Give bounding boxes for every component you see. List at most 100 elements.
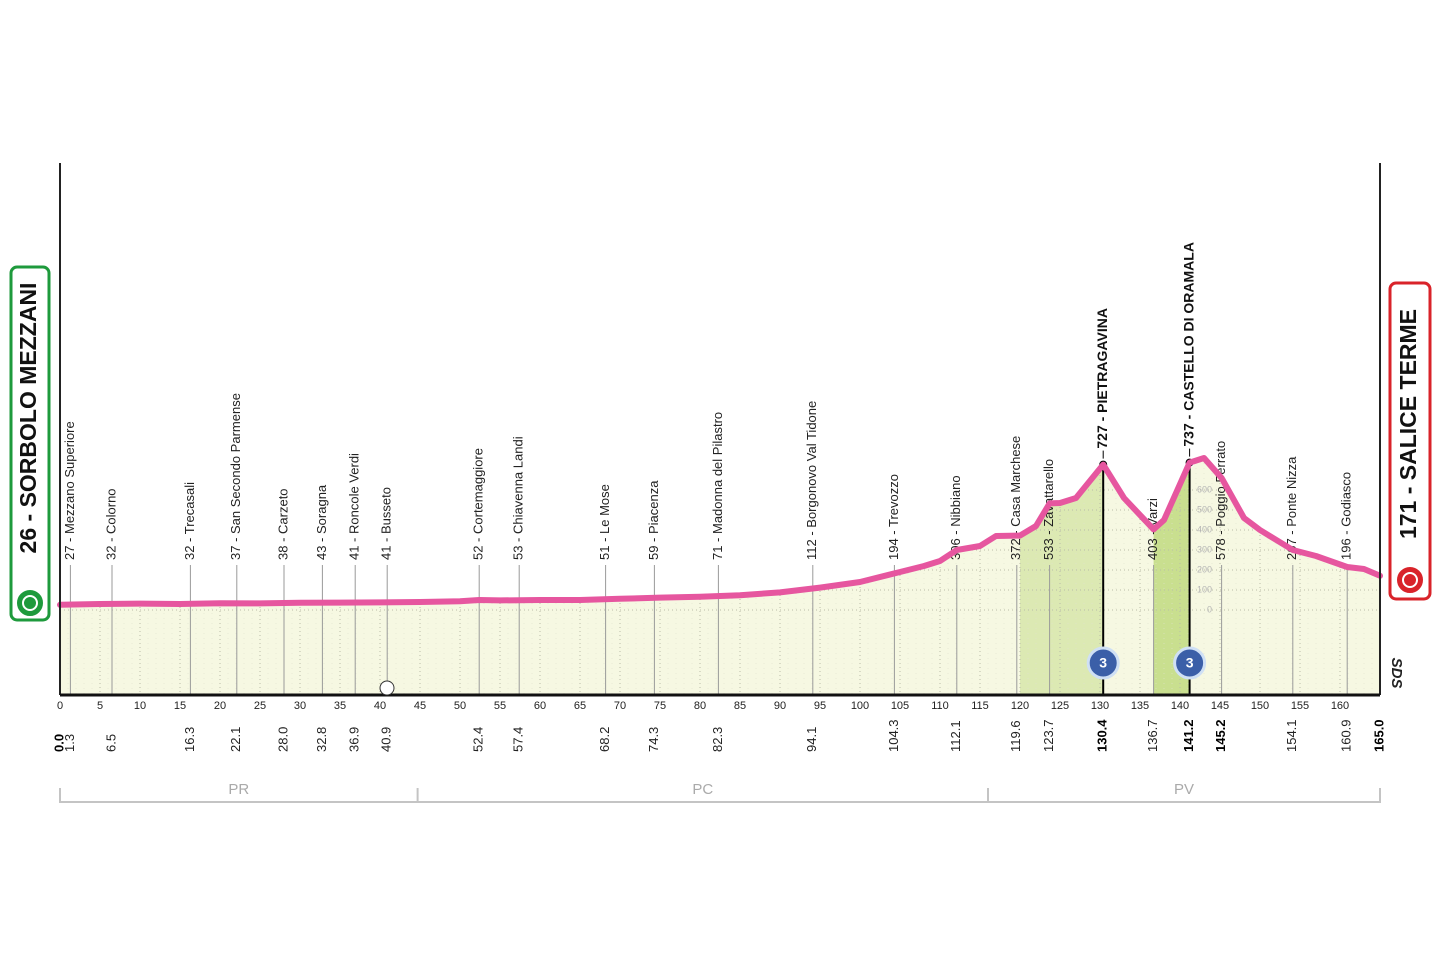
km-label: 141.2 xyxy=(1181,719,1196,752)
x-tick-label: 70 xyxy=(614,700,626,712)
km-label: 145.2 xyxy=(1213,719,1228,752)
waypoint-label: 41 - Roncole Verdi xyxy=(347,453,362,560)
start-label: 26 - SORBOLO MEZZANI xyxy=(15,283,41,554)
km-label: 16.3 xyxy=(182,727,197,752)
climb-category: 3 xyxy=(1186,655,1194,671)
province-label: PR xyxy=(228,781,249,798)
x-tick-label: 20 xyxy=(214,700,226,712)
waypoint-label: 32 - Trecasali xyxy=(182,482,197,560)
km-label: 165.0 xyxy=(1371,719,1386,752)
waypoint-label: 37 - San Secondo Parmense xyxy=(228,393,243,560)
x-tick-label: 55 xyxy=(494,700,506,712)
km-label: 82.3 xyxy=(710,727,725,752)
x-tick-label: 140 xyxy=(1171,700,1189,712)
x-tick-label: 40 xyxy=(374,700,386,712)
waypoint-label: 71 - Madonna del Pilastro xyxy=(710,412,725,560)
y-tick-label: 600 xyxy=(1197,484,1212,494)
x-tick-label: 5 xyxy=(97,700,103,712)
x-tick-label: 0 xyxy=(57,700,63,712)
province-label: PC xyxy=(692,781,713,798)
waypoint-label: 112 - Borgonovo Val Tidone xyxy=(804,401,819,560)
finish-icon-inner xyxy=(1402,572,1418,588)
waypoint-label: 32 - Colorno xyxy=(103,488,118,560)
y-tick-label: 400 xyxy=(1197,524,1212,534)
waypoint-label: 267 - Ponte Nizza xyxy=(1284,456,1299,560)
waypoint-label: 59 - Piacenza xyxy=(646,480,661,560)
x-tick-label: 120 xyxy=(1011,700,1029,712)
x-tick-label: 130 xyxy=(1091,700,1109,712)
km-label: 57.4 xyxy=(511,727,526,752)
x-tick-label: 50 xyxy=(454,700,466,712)
km-label: 74.3 xyxy=(646,727,661,752)
waypoint-label: 737 - CASTELLO DI ORAMALA xyxy=(1180,242,1196,447)
x-tick-label: 10 xyxy=(134,700,146,712)
km-label: 52.4 xyxy=(471,727,486,752)
x-tick-label: 125 xyxy=(1051,700,1069,712)
climb-zone xyxy=(1153,462,1190,695)
waypoint-label: 578 - Poggio Ferrato xyxy=(1213,441,1228,560)
waypoint-label: 38 - Carzeto xyxy=(275,488,290,560)
km-label: 136.7 xyxy=(1145,719,1160,752)
y-tick-label: 100 xyxy=(1197,584,1212,594)
km-label: 1.3 xyxy=(62,734,77,752)
waypoint-label: 52 - Cortemaggiore xyxy=(471,448,486,560)
x-tick-label: 95 xyxy=(814,700,826,712)
y-tick-label: 300 xyxy=(1197,544,1212,554)
km-label: 6.5 xyxy=(103,734,118,752)
leader-layer xyxy=(69,462,1348,695)
km-label: 123.7 xyxy=(1041,719,1056,752)
finish-icon xyxy=(1395,565,1425,595)
waypoint-label: 372 - Casa Marchese xyxy=(1008,436,1023,560)
x-tick-label: 155 xyxy=(1291,700,1309,712)
rail-icon xyxy=(379,680,395,696)
x-tick-label: 100 xyxy=(851,700,869,712)
x-tick-label: 110 xyxy=(931,700,949,712)
province-label: PV xyxy=(1174,781,1194,798)
climb-badge xyxy=(1173,646,1207,680)
start-icon-inner xyxy=(22,595,38,611)
x-tick-label: 30 xyxy=(294,700,306,712)
x-tick-label: 25 xyxy=(254,700,266,712)
km-label: 32.8 xyxy=(314,727,329,752)
x-tick-label: 15 xyxy=(174,700,186,712)
waypoint-label: 194 - Trevozzo xyxy=(886,474,901,560)
km-label: 0.0 xyxy=(51,734,66,752)
x-tick-label: 90 xyxy=(774,700,786,712)
waypoint-label: 43 - Soragna xyxy=(314,484,329,560)
x-tick-label: 105 xyxy=(891,700,909,712)
x-tick-label: 145 xyxy=(1211,700,1229,712)
y-tick-label: 500 xyxy=(1197,504,1212,514)
km-label: 28.0 xyxy=(275,727,290,752)
y-tick-label: 0 xyxy=(1207,604,1212,614)
x-tick-label: 115 xyxy=(971,700,989,712)
climb-badge xyxy=(1086,646,1120,680)
km-label: 68.2 xyxy=(597,727,612,752)
sds-label: SDS xyxy=(1388,658,1405,689)
start-box xyxy=(9,265,51,622)
waypoint-label: 196 - Godiasco xyxy=(1339,472,1354,560)
waypoint-label: 306 - Nibbiano xyxy=(948,475,963,560)
waypoint-label: 41 - Busseto xyxy=(379,487,394,560)
x-tick-label: 65 xyxy=(574,700,586,712)
climb-category: 3 xyxy=(1099,655,1107,671)
x-tick-label: 135 xyxy=(1131,700,1149,712)
x-tick-label: 35 xyxy=(334,700,346,712)
km-label: 104.3 xyxy=(886,719,901,752)
x-tick-label: 150 xyxy=(1251,700,1269,712)
x-tick-label: 75 xyxy=(654,700,666,712)
waypoint-label: 27 - Mezzano Superiore xyxy=(62,421,77,560)
x-tick-label: 60 xyxy=(534,700,546,712)
km-label: 154.1 xyxy=(1284,719,1299,752)
km-label: 130.4 xyxy=(1095,719,1110,752)
profile-line xyxy=(57,455,1383,608)
y-tick-label: 200 xyxy=(1197,564,1212,574)
x-tick-label: 45 xyxy=(414,700,426,712)
km-label: 36.9 xyxy=(347,727,362,752)
x-tick-label: 80 xyxy=(694,700,706,712)
start-icon xyxy=(15,588,45,618)
finish-label: 171 - SALICE TERME xyxy=(1395,309,1421,539)
km-label: 22.1 xyxy=(228,727,243,752)
